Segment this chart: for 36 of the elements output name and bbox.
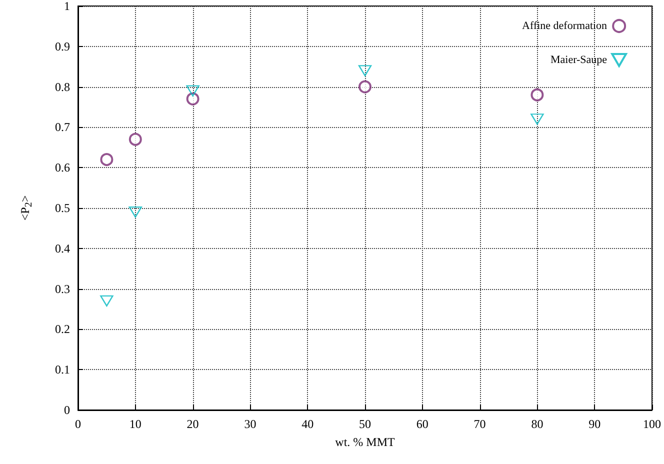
x-axis-title: wt. % MMT [335, 435, 396, 449]
legend-label: Maier-Saupe [550, 54, 608, 66]
point [530, 88, 544, 102]
point [358, 80, 372, 94]
x-tick-label: 70 [474, 417, 486, 431]
point [100, 153, 114, 166]
x-tick-label: 50 [359, 417, 371, 431]
point [100, 295, 114, 307]
point [530, 114, 544, 125]
legend-label: Affine deformation [522, 20, 608, 32]
y-tick-label: 0.5 [55, 201, 70, 215]
x-tick-label: 90 [588, 417, 601, 431]
point [186, 85, 200, 96]
x-tick-label: 20 [186, 417, 199, 431]
x-tick-label: 60 [416, 417, 428, 431]
x-tick-label: 0 [75, 417, 81, 431]
y-tick-label: 0 [64, 403, 70, 417]
x-tick-label: 10 [129, 417, 142, 431]
y-axis-title: <P2> [18, 195, 34, 221]
x-tick-label: 30 [244, 417, 256, 431]
y-tick-label: 0.7 [55, 120, 70, 134]
point [186, 92, 200, 106]
point [128, 206, 142, 218]
y-tick-label: 0.4 [55, 241, 70, 256]
x-tick-label: 100 [643, 417, 661, 431]
y-tick-label: 0.6 [55, 160, 70, 175]
y-tick-label: 0.8 [55, 80, 70, 94]
y-tick-label: 0.9 [55, 39, 70, 54]
y-tick-label: 0.3 [55, 282, 70, 296]
x-tick-label: 80 [531, 417, 544, 431]
y-tick-label: 0.2 [55, 322, 70, 336]
point [128, 132, 142, 146]
y-tick-label: 0.1 [55, 362, 70, 377]
x-tick-label: 40 [302, 417, 314, 431]
point [358, 65, 372, 76]
y-tick-label: 1 [64, 0, 70, 13]
